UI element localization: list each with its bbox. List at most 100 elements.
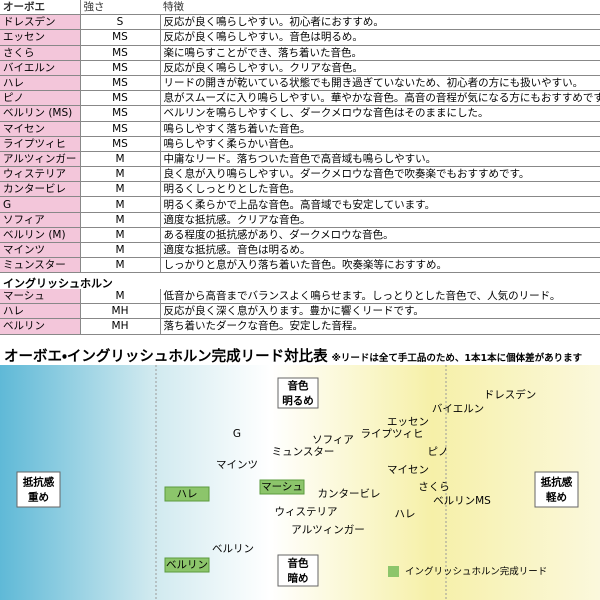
- table-row: ピノ MS 息がスムーズに入り鳴らしやすい。華やかな音色。高音の音程が気になる方にも…: [0, 90, 600, 107]
- table-cell: M: [80, 227, 161, 244]
- oboe-reed: ピノ: [428, 446, 449, 458]
- table-cell: アルツィンガー: [0, 151, 81, 168]
- table-cell: マインツ: [0, 242, 81, 259]
- table-row: G M 明るく柔らかで上品な音色。高音域でも安定しています。: [0, 196, 600, 213]
- table-row: ウィステリア M 良く息が入り鳴らしやすい。ダークメロウな音色で吹奏楽でもおすすめで…: [0, 166, 600, 183]
- oboe-reed: ソフィア: [312, 434, 354, 446]
- oboe-reed: ミュンスター: [272, 446, 335, 458]
- table-cell: 反応が良く鳴らしやすい。音色は明るめ。: [160, 29, 600, 46]
- table-cell: ドレスデン: [0, 14, 81, 31]
- section-title: イングリッシュホルン: [3, 277, 113, 290]
- chart-title: オーボエ・イングリッシュホルン完成リード対比表 ※リードは全て手工品のため、1本1…: [4, 345, 600, 366]
- table-row: ソフィア M 適度な抵抗感。クリアな音色。: [0, 212, 600, 228]
- header-cell: オーボエ: [0, 0, 81, 16]
- table-cell: M: [80, 289, 161, 305]
- table-cell: M: [80, 257, 161, 274]
- table-cell: 明るく柔らかで上品な音色。高音域でも安定しています。: [160, 196, 600, 213]
- table-cell: マイセン: [0, 121, 81, 137]
- table-cell: 反応が良く深く息が入ります。豊かに響くリードです。: [160, 303, 600, 320]
- table-cell: カンタービレ: [0, 181, 81, 198]
- oboe-reed: ウィステリア: [275, 506, 338, 518]
- table-cell: エッセン: [0, 29, 81, 46]
- oboe-reed: ライプツィヒ: [361, 428, 424, 440]
- oboe-reed: ベルリンMS: [433, 495, 491, 507]
- table-row: ベルリン MH 落ち着いたダークな音色。安定した音程。: [0, 318, 600, 335]
- table-cell: 落ち着いたダークな音色。安定した音程。: [160, 318, 600, 335]
- table-cell: M: [80, 151, 161, 168]
- table-cell: さくら: [0, 45, 81, 61]
- table-cell: MH: [80, 303, 161, 320]
- table-cell: MS: [80, 121, 161, 137]
- table-cell: MS: [80, 60, 161, 76]
- oboe-reed: カンタービレ: [318, 488, 381, 500]
- header-cell: 強さ: [80, 0, 160, 16]
- table-cell: S: [80, 14, 161, 31]
- oboe-reed: エッセン: [387, 416, 429, 428]
- table-row: マインツ M 適度な抵抗感。音色は明るめ。: [0, 242, 600, 259]
- table-cell: MS: [80, 136, 161, 152]
- table-cell: 鳴らしやすく柔らかい音色。: [160, 136, 600, 152]
- english-horn-marker: [259, 479, 305, 495]
- table-row: ミュンスター M しっかりと息が入り落ち着いた音色。吹奏楽等におすすめ。: [0, 257, 600, 274]
- oboe-reed: さくら: [418, 481, 450, 493]
- axis-label-box: [534, 471, 579, 508]
- oboe-reed: アルツィンガー: [291, 524, 364, 536]
- table-cell: バイエルン: [0, 60, 81, 76]
- axis-label: 抵抗感: [23, 476, 55, 489]
- header-cell: 特徴: [160, 0, 600, 16]
- table-cell: MS: [80, 45, 161, 61]
- table-cell: MH: [80, 318, 161, 335]
- axis-label: 軽め: [546, 491, 567, 504]
- table-row: ベルリン (M) M ある程度の抵抗感があり、ダークメロウな音色。: [0, 227, 600, 244]
- table-cell: ソフィア: [0, 212, 81, 228]
- table-row: さくら MS 楽に鳴らすことができ、落ち着いた音色。: [0, 45, 600, 61]
- header-row: オーボエ 強さ 特徴: [0, 0, 600, 16]
- table-cell: M: [80, 181, 161, 198]
- axis-label: 明るめ: [282, 395, 314, 407]
- legend-swatch: [388, 566, 399, 577]
- table-row: エッセン MS 反応が良く鳴らしやすい。音色は明るめ。: [0, 29, 600, 46]
- axis-label: 重め: [28, 491, 49, 504]
- oboe-reed: ハレ: [395, 508, 416, 520]
- table-cell: 適度な抵抗感。音色は明るめ。: [160, 242, 600, 259]
- oboe-reed: マイセン: [387, 464, 429, 476]
- table-cell: リードの開きが乾いている状態でも開き過ぎていないため、初心者の方にも扱いやすい。: [160, 75, 600, 92]
- table-cell: 明るくしっとりとした音色。: [160, 181, 600, 198]
- table-cell: 息がスムーズに入り鳴らしやすい。華やかな音色。高音の音程が気になる方にもおすすめ…: [160, 90, 600, 107]
- english-horn-reed: ベルリン: [166, 559, 208, 571]
- comparison-map: 音色明るめ音色暗め抵抗感重め抵抗感軽めドレスデンバイエルンエッセンライプツィヒソ…: [0, 365, 600, 600]
- table-cell: ピノ: [0, 90, 81, 107]
- title-text: オーボエ・イングリッシュホルン完成リード対比表: [4, 349, 328, 365]
- table-cell: G: [0, 196, 81, 213]
- english-horn-table: マーシュ M 低音から高音までバランスよく鳴らせます。しっとりとした音色で、人気のリ…: [0, 289, 600, 335]
- table-cell: 良く息が入り鳴らしやすい。ダークメロウな音色で吹奏楽でもおすすめです。: [160, 166, 600, 183]
- table-cell: M: [80, 166, 161, 183]
- table-cell: ベルリン (MS): [0, 105, 81, 122]
- table-cell: ウィステリア: [0, 166, 81, 183]
- table-cell: 中庸なリード。落ちついた音色で高音域も鳴らしやすい。: [160, 151, 600, 168]
- table-cell: ハレ: [0, 303, 81, 320]
- table-cell: ベルリン: [0, 318, 81, 335]
- table-row: ハレ MH 反応が良く深く息が入ります。豊かに響くリードです。: [0, 303, 600, 320]
- axis-label-box: [277, 377, 319, 409]
- table-row: ドレスデン S 反応が良く鳴らしやすい。初心者におすすめ。: [0, 14, 600, 31]
- table-row: マーシュ M 低音から高音までバランスよく鳴らせます。しっとりとした音色で、人気のリ…: [0, 289, 600, 305]
- oboe-reed: G: [233, 428, 241, 440]
- table-cell: MS: [80, 105, 161, 122]
- table-cell: ミュンスター: [0, 257, 81, 274]
- table-row: マイセン MS 鳴らしやすく落ち着いた音色。: [0, 121, 600, 137]
- note: ※リードは全て手工品のため、1本1本に個体差があります: [331, 353, 583, 364]
- table-cell: MS: [80, 75, 161, 92]
- table-cell: 反応が良く鳴らしやすい。初心者におすすめ。: [160, 14, 600, 31]
- english-horn-reed: ハレ: [177, 488, 198, 500]
- axis-label: 音色: [288, 557, 309, 570]
- table-row: ベルリン (MS) MS ベルリンを鳴らしやすくし、ダークメロウな音色はそのままにし…: [0, 105, 600, 122]
- table-cell: 反応が良く鳴らしやすい。クリアな音色。: [160, 60, 600, 76]
- oboe-reed: ドレスデン: [484, 388, 537, 401]
- axis-label-box: [16, 471, 61, 508]
- table-cell: 適度な抵抗感。クリアな音色。: [160, 212, 600, 228]
- table-cell: ある程度の抵抗感があり、ダークメロウな音色。: [160, 227, 600, 244]
- table-cell: ベルリン (M): [0, 227, 81, 244]
- legend-label: イングリッシュホルン完成リード: [405, 566, 547, 578]
- table-cell: M: [80, 212, 161, 228]
